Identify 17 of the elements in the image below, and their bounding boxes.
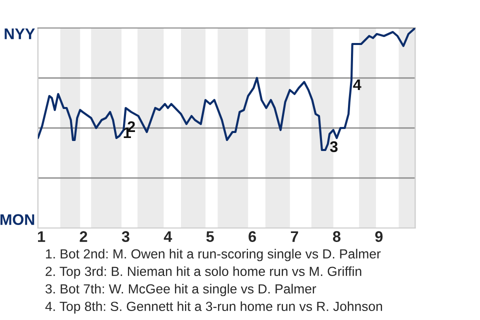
text: 4. Top 8th: S. Gennett hit a 3-run home run vs R. Johnson (45, 301, 382, 314)
x-tick-label: 2 (80, 231, 88, 242)
x-tick-label: 8 (332, 231, 340, 242)
x-tick-label: 5 (206, 231, 214, 242)
annotation: 4 (353, 79, 362, 90)
x-tick-label: 3 (122, 231, 130, 242)
x-tick-label: 6 (248, 231, 256, 242)
x-tick-label: 4 (164, 231, 172, 242)
text: 1. Bot 2nd: M. Owen hit a run-scoring single vs D. Palmer (46, 248, 381, 262)
text: MON (0, 214, 34, 225)
x-tick-label: 7 (290, 231, 298, 242)
text: 3. Bot 7th: W. McGee hit a single vs D. Palmer (46, 284, 316, 296)
x-tick-label: 9 (375, 231, 383, 242)
text: NYY (4, 28, 35, 40)
x-tick-label: 1 (38, 231, 46, 242)
text: 2. Top 3rd: B. Nieman hit a solo home run vs M. Griffin (46, 266, 362, 279)
annotation: 3 (330, 141, 338, 152)
